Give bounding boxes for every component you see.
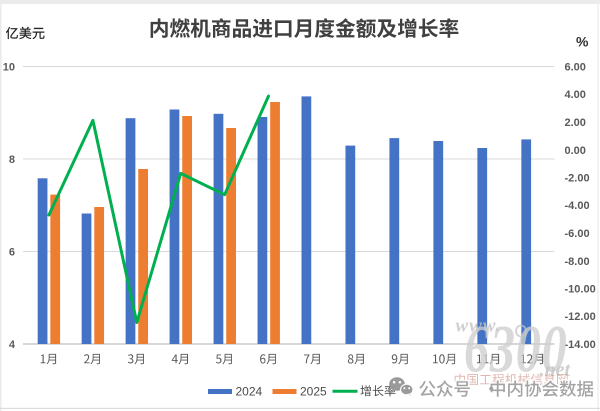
svg-text:2024: 2024 <box>236 385 263 399</box>
svg-text:-6.00: -6.00 <box>565 228 590 240</box>
svg-text:6.00: 6.00 <box>565 62 586 74</box>
svg-text:-2.00: -2.00 <box>565 173 590 185</box>
svg-text:2.00: 2.00 <box>565 117 586 129</box>
svg-text:-4.00: -4.00 <box>565 200 590 212</box>
svg-text:%: % <box>576 34 589 50</box>
svg-text:-12.00: -12.00 <box>565 311 596 323</box>
svg-text:4.00: 4.00 <box>565 89 586 101</box>
svg-text:0.00: 0.00 <box>565 145 586 157</box>
svg-text:8: 8 <box>9 154 15 166</box>
svg-text:2025: 2025 <box>300 385 327 399</box>
svg-text:10: 10 <box>3 62 15 74</box>
svg-text:-14.00: -14.00 <box>565 339 596 351</box>
svg-text:-8.00: -8.00 <box>565 256 590 268</box>
svg-text:-10.00: -10.00 <box>565 284 596 296</box>
svg-text:www.: www. <box>456 316 502 337</box>
svg-text:6: 6 <box>9 247 15 259</box>
svg-text:4: 4 <box>9 339 16 351</box>
